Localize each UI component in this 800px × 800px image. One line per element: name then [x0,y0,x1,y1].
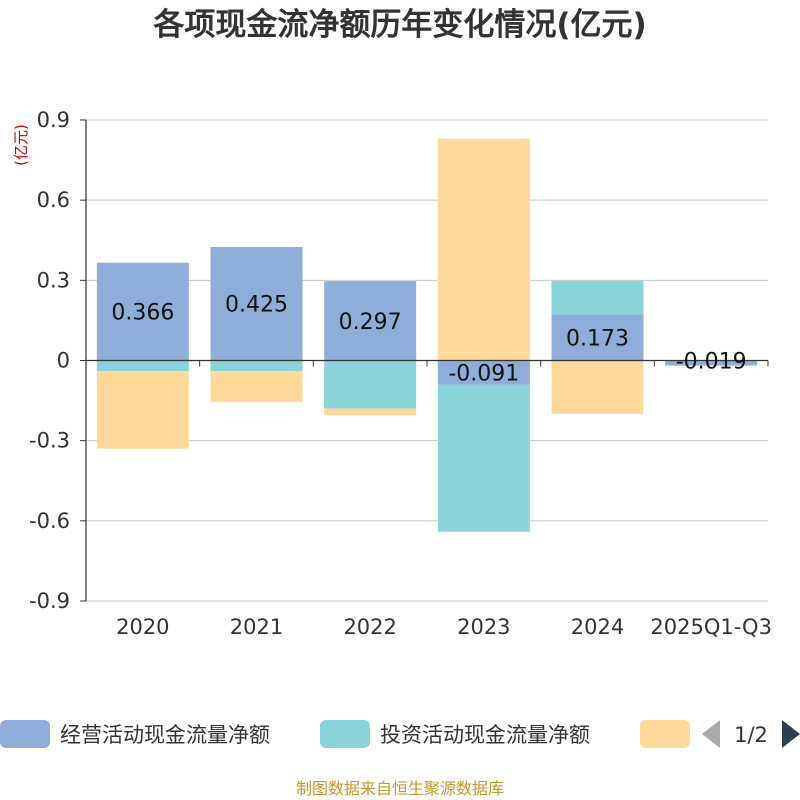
y-axis-unit: (亿元) [12,124,30,166]
bar-series2-2021[interactable] [210,371,303,402]
data-labels: 0.366 0.425 0.297 -0.091 0.173 -0.019 [111,293,746,387]
legend-swatch[interactable] [640,720,690,748]
legend: 经营活动现金流量净额 投资活动现金流量净额 1/2 [0,720,800,748]
x-tick-label: 2020 [116,615,169,639]
bar-series0-2025Q1-Q3[interactable] [665,360,758,366]
legend-label[interactable]: 投资活动现金流量净额 [380,723,590,747]
y-tick-label: -0.6 [29,509,70,533]
legend-page-indicator: 1/2 [734,723,768,747]
bar-series0-2021[interactable] [210,246,303,361]
legend-swatch[interactable] [0,720,50,748]
y-tick-label: 0 [57,349,70,373]
legend-swatch[interactable] [320,720,370,748]
axes: 0.9 0.6 0.3 0 -0.3 -0.6 -0.9 2020 2021 2022 2023 20… [29,108,772,639]
bar-series1-2020[interactable] [96,360,189,372]
bar-series1-2021[interactable] [210,360,303,372]
bar-series2-2022[interactable] [324,408,417,416]
y-tick-label: 0.3 [37,268,70,292]
data-label: 0.366 [111,301,174,326]
x-tick-label: 2025Q1-Q3 [650,615,772,639]
x-tick-label: 2021 [230,615,283,639]
data-label: 0.297 [339,310,402,335]
y-tick-label: 0.9 [37,108,70,132]
data-label: 0.425 [225,293,288,318]
source-note: 制图数据来自恒生聚源数据库 [296,779,504,798]
data-label: -0.019 [676,350,747,375]
x-tick-label: 2024 [571,615,624,639]
data-label: -0.091 [448,362,519,387]
bar-series2-2023[interactable] [437,138,530,361]
bar-series1-2024[interactable] [551,280,644,315]
bar-series0-2022[interactable] [324,281,417,361]
bar-series2-2020[interactable] [96,371,189,449]
legend-next-icon[interactable] [782,720,800,748]
y-tick-label: -0.3 [29,429,70,453]
data-label: 0.173 [566,326,629,351]
chart-title: 各项现金流净额历年变化情况(亿元) [152,7,646,43]
y-tick-label: -0.9 [29,589,70,613]
gridlines [86,119,768,602]
bars [96,138,758,532]
legend-label[interactable]: 经营活动现金流量净额 [60,723,270,747]
bar-series2-2024[interactable] [551,360,644,414]
x-tick-label: 2022 [343,615,396,639]
bar-series1-2023[interactable] [437,384,530,532]
legend-prev-icon[interactable] [702,720,720,748]
bar-series1-2022[interactable] [324,360,417,409]
x-tick-label: 2023 [457,615,510,639]
bar-series0-2023[interactable] [437,360,530,385]
bar-series0-2024[interactable] [551,314,644,361]
bar-series0-2020[interactable] [96,262,189,361]
y-tick-label: 0.6 [37,188,70,212]
